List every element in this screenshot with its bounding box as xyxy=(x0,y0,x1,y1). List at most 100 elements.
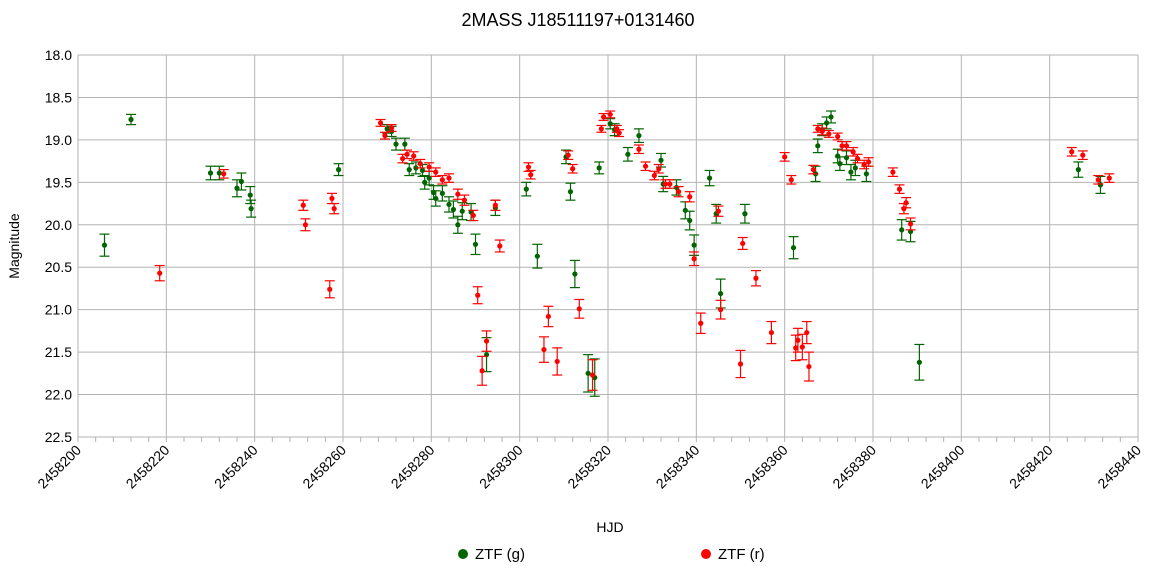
data-point xyxy=(896,186,903,192)
data-point xyxy=(687,194,693,200)
data-point xyxy=(907,221,914,227)
data-point xyxy=(788,177,794,183)
data-point xyxy=(810,167,816,173)
data-point xyxy=(799,344,805,350)
y-tick-label: 20.5 xyxy=(45,259,72,275)
data-point xyxy=(329,195,335,202)
data-point xyxy=(596,165,602,171)
data-point xyxy=(682,207,688,213)
data-point xyxy=(402,141,408,147)
data-point xyxy=(393,141,399,147)
data-point xyxy=(607,111,613,118)
data-point xyxy=(565,152,571,158)
data-point xyxy=(388,125,395,131)
data-point xyxy=(459,208,465,214)
data-point xyxy=(848,169,854,175)
data-point xyxy=(819,128,825,134)
data-point xyxy=(470,212,476,219)
data-point xyxy=(439,177,445,183)
data-point xyxy=(207,170,214,176)
data-point xyxy=(585,370,591,376)
y-tick-label: 21.5 xyxy=(45,344,72,360)
data-point xyxy=(1080,152,1086,158)
legend: ZTF (g) ZTF (r) xyxy=(458,546,765,563)
data-point xyxy=(815,126,821,132)
data-point xyxy=(426,164,432,170)
data-point xyxy=(411,153,417,159)
y-tick-label: 18.0 xyxy=(45,47,72,63)
data-point xyxy=(835,133,841,140)
data-point xyxy=(541,346,547,353)
data-point xyxy=(662,181,669,187)
y-axis-label: Magnitude xyxy=(6,213,22,279)
data-point xyxy=(419,167,426,174)
data-point xyxy=(687,217,693,224)
data-point xyxy=(433,169,439,175)
data-point xyxy=(903,200,909,206)
data-point xyxy=(625,151,631,157)
series-ztf-g xyxy=(99,110,1106,397)
data-point xyxy=(691,242,697,248)
y-tick-label: 18.5 xyxy=(45,89,72,105)
data-point xyxy=(737,361,744,367)
data-point xyxy=(426,175,432,181)
data-point xyxy=(417,161,423,167)
data-point xyxy=(826,131,832,137)
data-point xyxy=(384,126,390,132)
data-point xyxy=(852,165,858,171)
data-point xyxy=(804,329,810,336)
data-point xyxy=(676,189,682,195)
y-tick-label: 19.0 xyxy=(45,132,72,148)
y-tick-label: 22.5 xyxy=(45,429,72,445)
data-series xyxy=(99,110,1115,397)
data-point xyxy=(899,227,905,233)
data-point xyxy=(406,167,412,173)
data-point xyxy=(492,202,498,208)
data-point xyxy=(740,240,746,247)
data-point xyxy=(433,195,439,202)
data-point xyxy=(302,222,309,228)
data-point xyxy=(221,171,227,177)
data-point xyxy=(839,143,845,149)
data-point xyxy=(742,211,748,217)
data-point xyxy=(404,151,410,157)
data-point xyxy=(706,175,713,181)
data-point xyxy=(598,126,604,132)
data-point xyxy=(753,275,759,281)
data-point xyxy=(768,329,775,336)
y-tick-label: 19.5 xyxy=(45,174,72,190)
data-point xyxy=(422,179,428,185)
y-tick-label: 21.0 xyxy=(45,302,72,318)
data-point xyxy=(667,181,673,187)
data-point xyxy=(525,164,532,170)
data-point xyxy=(446,201,452,208)
data-point xyxy=(656,166,662,172)
data-point xyxy=(479,368,485,374)
data-point xyxy=(572,271,578,277)
data-point xyxy=(782,154,788,160)
data-point xyxy=(916,359,922,365)
data-point xyxy=(691,256,697,262)
data-point xyxy=(718,290,724,297)
data-point xyxy=(475,292,481,298)
data-point xyxy=(545,313,551,320)
data-point xyxy=(238,178,245,185)
legend-marker xyxy=(458,549,468,559)
data-point xyxy=(450,206,457,213)
data-point xyxy=(636,133,642,139)
data-point xyxy=(101,242,108,248)
data-point xyxy=(497,243,503,249)
data-point xyxy=(793,345,799,351)
data-point xyxy=(863,171,869,177)
data-point xyxy=(1095,177,1101,183)
data-point xyxy=(439,190,445,196)
data-point xyxy=(300,202,306,208)
data-point xyxy=(636,146,642,152)
series-ztf-r xyxy=(154,110,1115,391)
data-point xyxy=(1075,167,1081,173)
data-point xyxy=(795,337,801,343)
data-point xyxy=(455,191,461,197)
data-point xyxy=(890,169,896,175)
